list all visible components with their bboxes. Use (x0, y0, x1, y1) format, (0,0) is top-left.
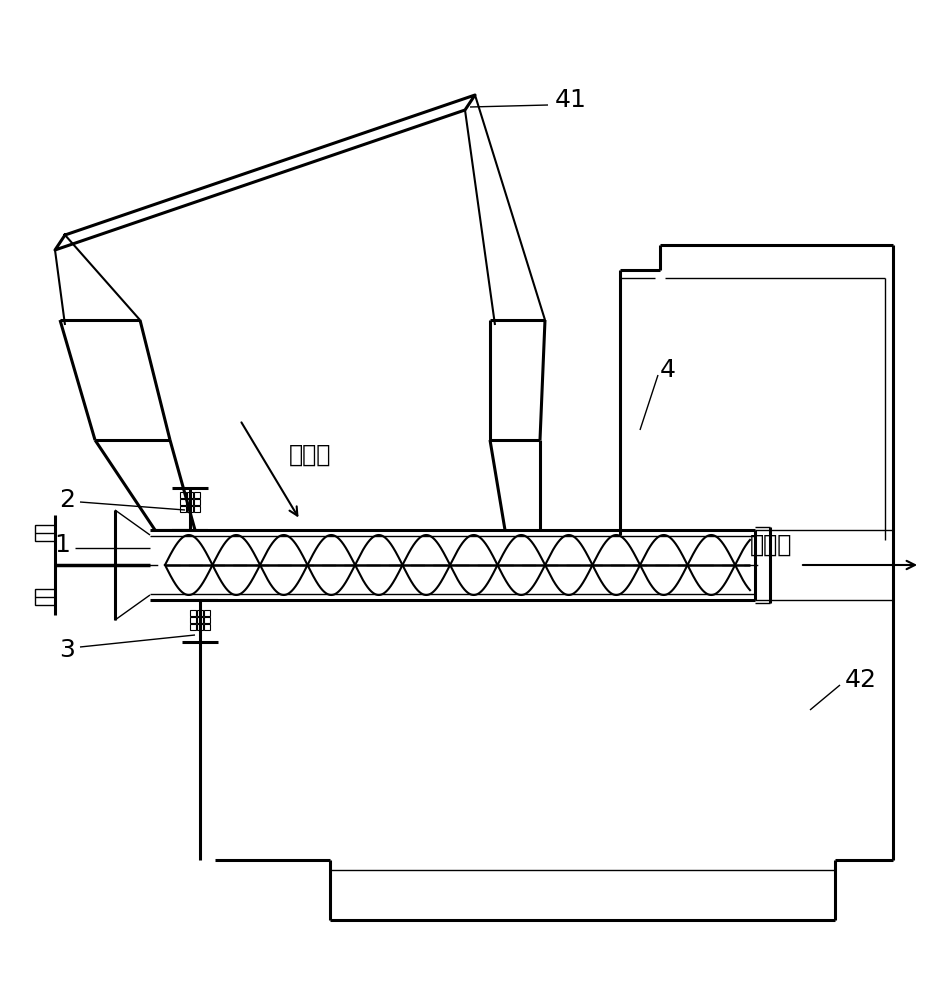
Text: 物料出: 物料出 (750, 533, 792, 557)
Bar (204, 610, 210, 616)
Bar (187, 506, 193, 512)
Bar (187, 499, 193, 505)
Text: 4: 4 (660, 358, 676, 382)
Text: 2: 2 (59, 488, 75, 512)
Bar (204, 624, 210, 630)
Text: 41: 41 (555, 88, 587, 112)
Bar (190, 617, 196, 623)
Bar (190, 610, 196, 616)
Bar (194, 506, 200, 512)
Bar (190, 624, 196, 630)
Bar (197, 610, 203, 616)
Bar (187, 492, 193, 498)
Bar (35, 525, 55, 541)
Text: 3: 3 (59, 638, 75, 662)
Bar (197, 617, 203, 623)
Text: 物料進: 物料進 (289, 443, 331, 467)
Bar (180, 499, 186, 505)
Bar (194, 499, 200, 505)
Text: 42: 42 (845, 668, 877, 692)
Bar (204, 617, 210, 623)
Bar (194, 492, 200, 498)
Bar (197, 624, 203, 630)
Bar (35, 589, 55, 605)
Bar (180, 492, 186, 498)
Bar (180, 506, 186, 512)
Text: 1: 1 (54, 533, 70, 557)
